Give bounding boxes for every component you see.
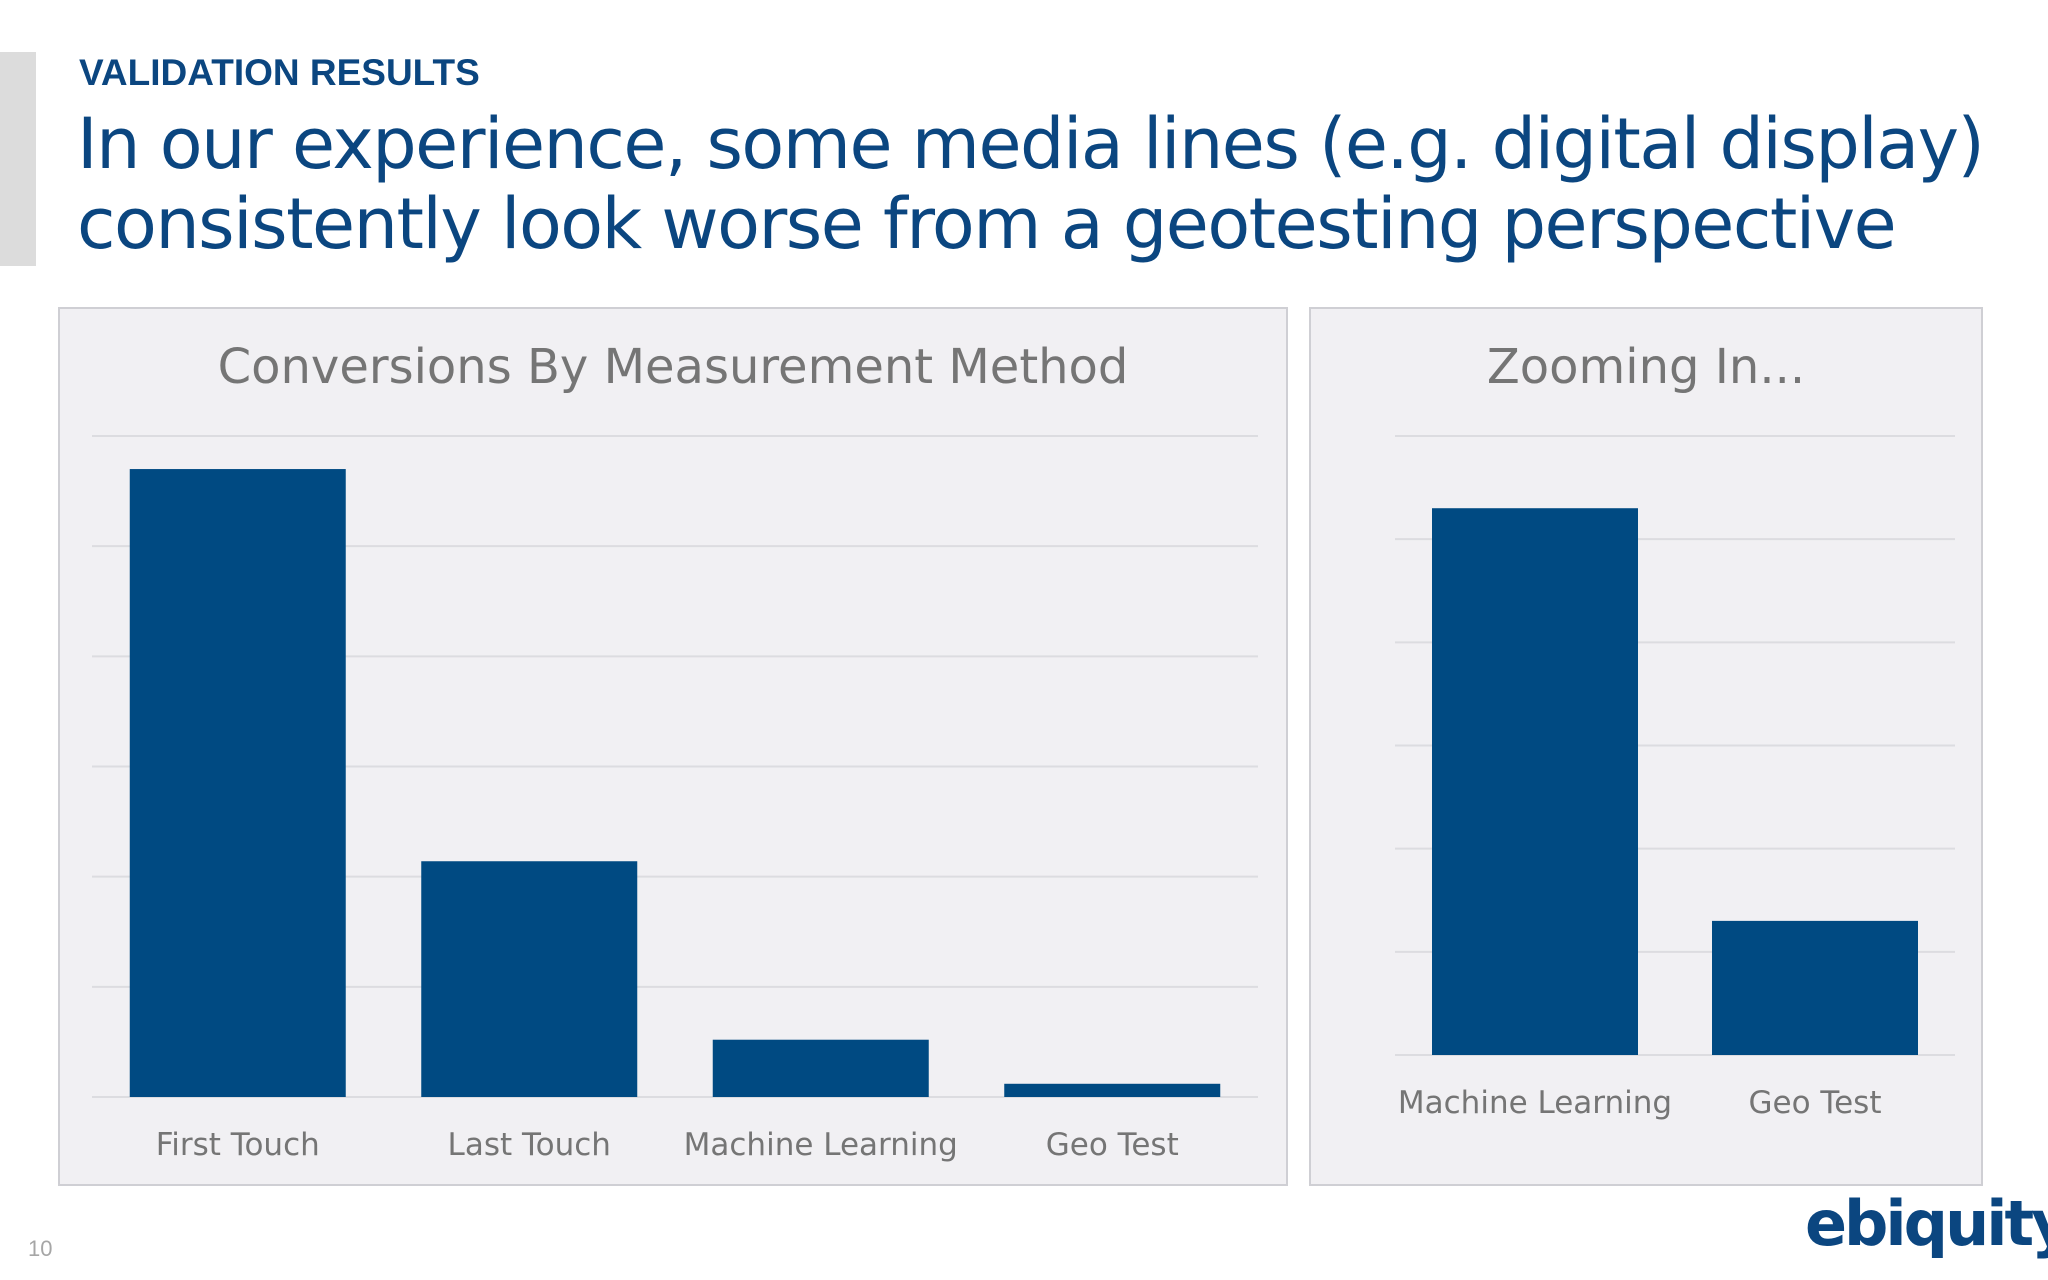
bar xyxy=(1004,1083,1221,1097)
category-label: Machine Learning xyxy=(1398,1085,1672,1121)
bar xyxy=(1712,920,1918,1055)
chart-title: Zooming In... xyxy=(1486,339,1806,395)
bar xyxy=(712,1039,929,1097)
bar-chart-conversions: First Touch Last Touch Machine Learning Geo… xyxy=(92,435,1258,1163)
section-eyebrow: VALIDATION RESULTS xyxy=(79,52,480,93)
category-label: Last Touch xyxy=(448,1127,611,1163)
chart-panel-zoom: Zooming In... Machine Learning Geo Test xyxy=(1309,307,1983,1186)
bar xyxy=(1432,508,1638,1055)
chart-panel-conversions: Conversions By Measurement Method First … xyxy=(58,307,1288,1186)
category-label: Geo Test xyxy=(1749,1085,1882,1121)
accent-bar xyxy=(0,52,36,266)
chart-title: Conversions By Measurement Method xyxy=(217,339,1129,395)
page-number: 10 xyxy=(28,1236,53,1261)
category-label: First Touch xyxy=(156,1127,320,1163)
page-title: In our experience, some media lines (e.g… xyxy=(77,103,1985,265)
bar-chart-zoom: Machine Learning Geo Test xyxy=(1395,435,1955,1121)
bar xyxy=(129,469,346,1097)
category-label: Machine Learning xyxy=(684,1127,958,1163)
bar xyxy=(421,861,638,1097)
ebiquity-logo: ebiquity xyxy=(1805,1187,2048,1260)
category-label: Geo Test xyxy=(1046,1127,1179,1163)
